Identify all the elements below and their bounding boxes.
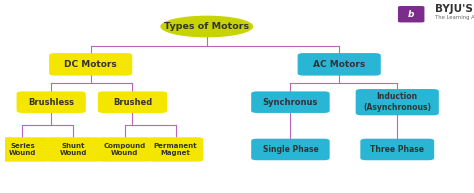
Text: b: b: [408, 10, 414, 19]
Text: Series
Wound: Series Wound: [9, 143, 36, 156]
FancyBboxPatch shape: [398, 6, 424, 22]
FancyBboxPatch shape: [98, 91, 167, 113]
FancyBboxPatch shape: [97, 137, 152, 162]
Text: BYJU'S: BYJU'S: [435, 4, 473, 14]
Text: Shunt
Wound: Shunt Wound: [60, 143, 87, 156]
Text: Synchronus: Synchronus: [263, 98, 318, 107]
FancyBboxPatch shape: [356, 89, 439, 115]
Text: Types of Motors: Types of Motors: [164, 22, 249, 31]
Text: Three Phase: Three Phase: [370, 145, 424, 154]
FancyBboxPatch shape: [17, 91, 86, 113]
Text: Permanent
Magnet: Permanent Magnet: [154, 143, 198, 156]
Text: AC Motors: AC Motors: [313, 60, 365, 69]
Text: Compound
Wound: Compound Wound: [103, 143, 146, 156]
FancyBboxPatch shape: [360, 139, 434, 160]
FancyBboxPatch shape: [46, 137, 101, 162]
Text: Induction
(Asynchronous): Induction (Asynchronous): [363, 92, 431, 112]
FancyBboxPatch shape: [251, 139, 330, 160]
FancyBboxPatch shape: [0, 137, 50, 162]
Text: The Learning App: The Learning App: [435, 15, 474, 20]
Text: DC Motors: DC Motors: [64, 60, 117, 69]
FancyBboxPatch shape: [298, 53, 381, 76]
FancyBboxPatch shape: [148, 137, 203, 162]
Text: Brushed: Brushed: [113, 98, 152, 107]
Text: Brushless: Brushless: [28, 98, 74, 107]
FancyBboxPatch shape: [49, 53, 132, 76]
FancyBboxPatch shape: [251, 91, 330, 113]
Text: Single Phase: Single Phase: [263, 145, 319, 154]
Ellipse shape: [160, 16, 253, 37]
